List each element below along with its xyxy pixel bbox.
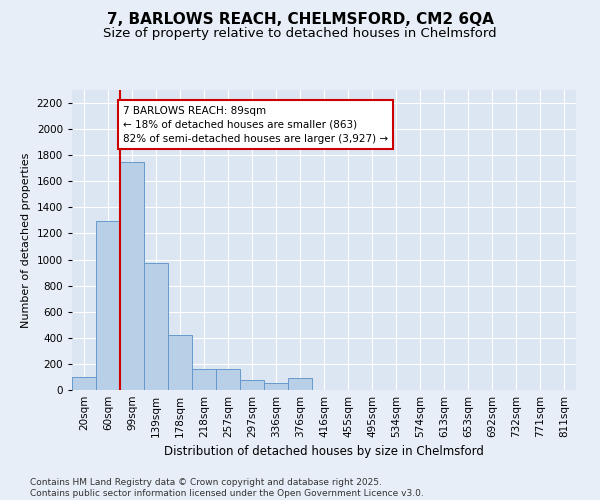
Y-axis label: Number of detached properties: Number of detached properties	[21, 152, 31, 328]
Bar	[264, 383, 288, 390]
Bar	[168, 335, 192, 390]
Bar	[96, 221, 120, 390]
X-axis label: Distribution of detached houses by size in Chelmsford: Distribution of detached houses by size …	[164, 446, 484, 458]
Text: Contains HM Land Registry data © Crown copyright and database right 2025.
Contai: Contains HM Land Registry data © Crown c…	[30, 478, 424, 498]
Bar	[240, 380, 264, 390]
Bar	[192, 369, 216, 390]
Bar	[288, 378, 312, 390]
Text: 7 BARLOWS REACH: 89sqm
← 18% of detached houses are smaller (863)
82% of semi-de: 7 BARLOWS REACH: 89sqm ← 18% of detached…	[123, 106, 388, 144]
Bar	[216, 369, 240, 390]
Text: 7, BARLOWS REACH, CHELMSFORD, CM2 6QA: 7, BARLOWS REACH, CHELMSFORD, CM2 6QA	[107, 12, 493, 28]
Text: Size of property relative to detached houses in Chelmsford: Size of property relative to detached ho…	[103, 28, 497, 40]
Bar	[144, 263, 168, 390]
Bar	[120, 162, 144, 390]
Bar	[72, 377, 96, 390]
